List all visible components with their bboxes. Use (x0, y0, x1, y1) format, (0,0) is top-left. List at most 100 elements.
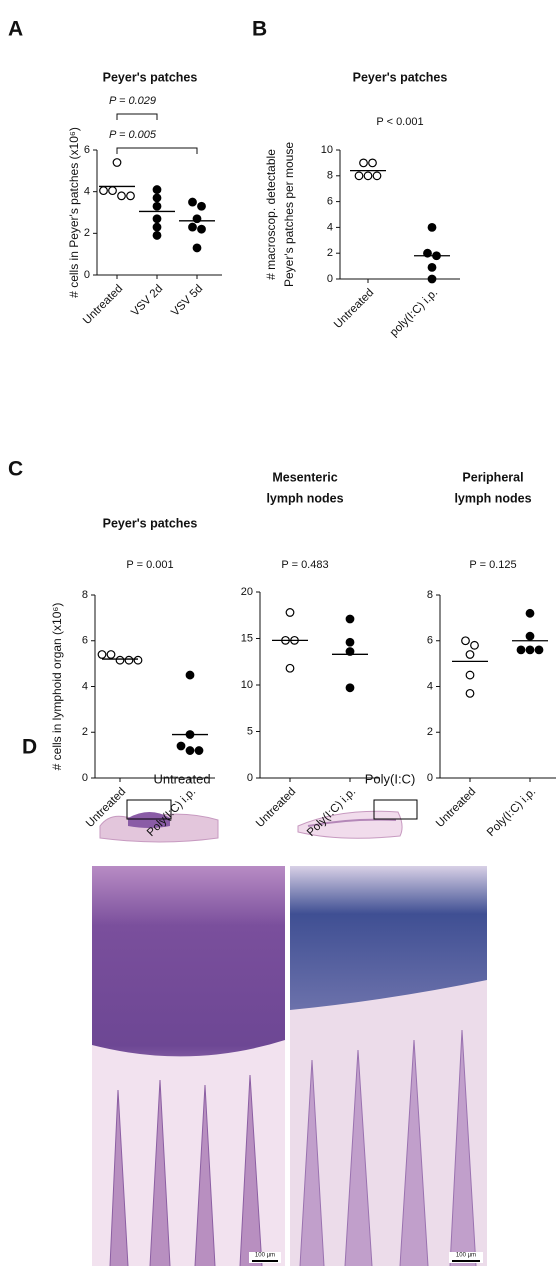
data-point (153, 202, 161, 210)
data-point (127, 192, 135, 200)
data-point (198, 225, 206, 233)
chart-title: lymph nodes (266, 491, 343, 505)
p-value: P = 0.483 (281, 559, 328, 571)
data-point (462, 637, 470, 645)
data-point (195, 747, 203, 755)
data-point (369, 159, 377, 167)
histology-label: Untreated (153, 771, 210, 786)
data-point (153, 223, 161, 231)
data-point (428, 224, 436, 232)
significance-bracket (117, 114, 157, 120)
chart-title: Peyer's patches (103, 516, 198, 530)
data-point (118, 192, 126, 200)
scale-bar-label: 100 µm (456, 1253, 476, 1259)
panel-label: A (8, 18, 23, 41)
y-tick-label: 2 (84, 227, 90, 239)
data-point (153, 186, 161, 194)
panel-label: D (22, 736, 37, 759)
data-point (153, 215, 161, 223)
chart-title: Peyer's patches (103, 70, 198, 84)
chart-title: Peyer's patches (353, 70, 448, 84)
data-point (364, 172, 372, 180)
x-tick-label: Untreated (81, 283, 125, 327)
y-tick-label: 0 (427, 772, 433, 784)
p-value: P = 0.005 (109, 129, 157, 141)
y-tick-label: 6 (327, 196, 333, 208)
data-point (186, 747, 194, 755)
y-tick-label: 10 (241, 679, 253, 691)
data-point (428, 275, 436, 283)
data-point (526, 646, 534, 654)
data-point (466, 651, 474, 659)
x-tick-label: VSV 2d (129, 283, 165, 319)
data-point (109, 187, 117, 195)
data-point (526, 610, 534, 618)
y-tick-label: 0 (82, 772, 88, 784)
scale-bar-label: 100 µm (255, 1253, 275, 1259)
y-tick-label: 6 (84, 144, 90, 156)
data-point (346, 638, 354, 646)
figure: A B C D Untreated Poly(I:C) 100 µm 100 µ… (0, 0, 558, 1272)
data-point (373, 172, 381, 180)
panel-label: B (252, 18, 267, 41)
data-point (526, 632, 534, 640)
y-tick-label: 2 (82, 726, 88, 738)
y-axis-label: # cells in Peyer's patches (x10⁶) (67, 127, 81, 298)
y-tick-label: 15 (241, 632, 253, 644)
micrograph (92, 866, 285, 1266)
data-point (153, 194, 161, 202)
data-point (134, 656, 142, 664)
p-value: P < 0.001 (376, 116, 423, 128)
p-value: P = 0.029 (109, 95, 156, 107)
data-point (116, 656, 124, 664)
data-point (471, 642, 479, 650)
y-tick-label: 4 (84, 186, 90, 198)
y-tick-label: 0 (84, 269, 90, 281)
x-tick-label: Untreated (332, 287, 376, 331)
data-point (355, 172, 363, 180)
y-tick-label: 0 (247, 772, 253, 784)
y-tick-label: 20 (241, 586, 253, 598)
data-point (100, 187, 108, 195)
data-point (113, 159, 121, 167)
y-tick-label: 4 (327, 221, 333, 233)
data-point (189, 198, 197, 206)
data-point (193, 244, 201, 252)
x-tick-label: VSV 5d (169, 283, 205, 319)
data-point (125, 656, 133, 664)
chart-title: Mesenteric (272, 470, 337, 484)
data-point (346, 615, 354, 623)
data-point (107, 651, 115, 659)
x-tick-label: poly(I:C) i.p. (388, 287, 440, 339)
data-point (517, 646, 525, 654)
x-tick-label: Untreated (254, 786, 298, 830)
p-value: P = 0.001 (126, 559, 173, 571)
y-tick-label: 6 (82, 635, 88, 647)
x-tick-label: Untreated (434, 786, 478, 830)
chart-title: lymph nodes (454, 491, 531, 505)
y-tick-label: 0 (327, 273, 333, 285)
y-tick-label: 4 (427, 680, 433, 692)
y-tick-label: 2 (327, 247, 333, 259)
p-value: P = 0.125 (469, 559, 516, 571)
y-tick-label: 8 (327, 170, 333, 182)
data-point (186, 671, 194, 679)
x-tick-label: Poly(I:C) i.p. (485, 786, 538, 839)
data-point (189, 223, 197, 231)
data-point (153, 232, 161, 240)
data-point (466, 671, 474, 679)
panel-label: C (8, 458, 23, 481)
y-tick-label: 6 (427, 635, 433, 647)
histology-label: Poly(I:C) (365, 771, 416, 786)
data-point (428, 264, 436, 272)
micrograph (290, 866, 487, 1266)
y-tick-label: 8 (82, 589, 88, 601)
y-axis-label: Peyer's patches per mouse (282, 142, 296, 287)
data-point (535, 646, 543, 654)
y-tick-label: 2 (427, 726, 433, 738)
chart-title: Peripheral (462, 470, 523, 484)
data-point (286, 609, 294, 617)
data-point (346, 684, 354, 692)
data-point (286, 664, 294, 672)
data-point (466, 690, 474, 698)
